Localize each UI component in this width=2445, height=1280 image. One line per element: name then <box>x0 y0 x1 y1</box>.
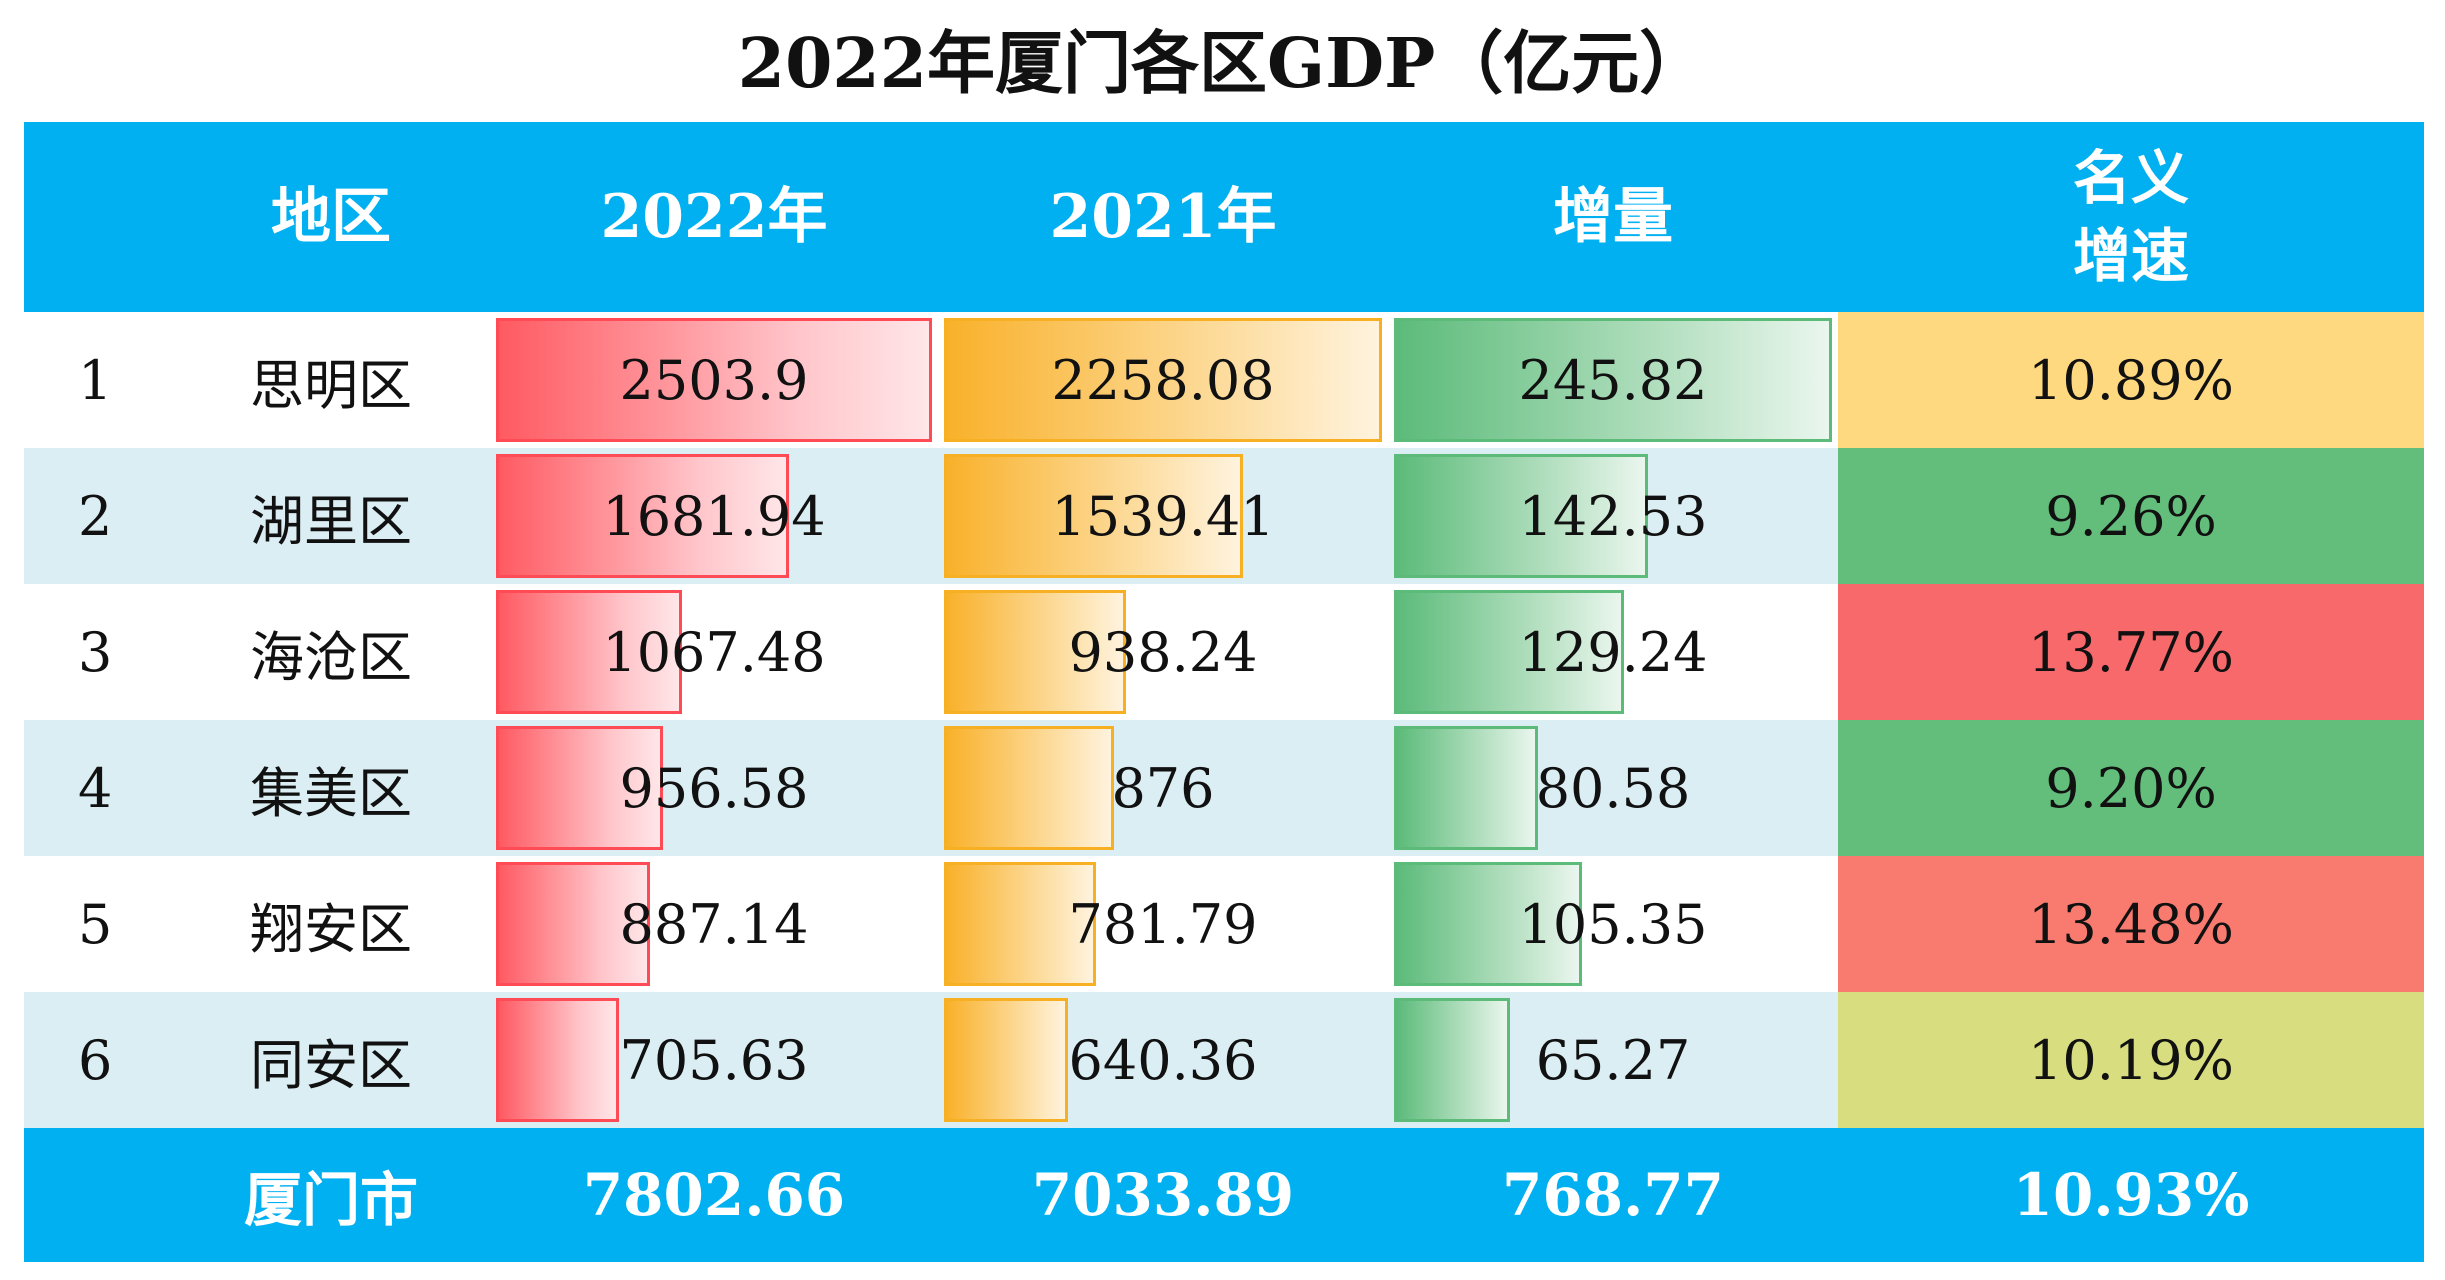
growth-rate: 10.19% <box>1838 992 2424 1128</box>
header-index <box>24 122 172 312</box>
gdp-increase-cell: 80.58 <box>1388 720 1838 856</box>
total-row: 厦门市 7802.66 7033.89 768.77 10.93% <box>24 1128 2424 1262</box>
gdp-2022-cell: 887.14 <box>490 856 938 992</box>
gdp-2022-value: 1681.94 <box>602 484 826 548</box>
gdp-increase-bar <box>1394 454 1648 578</box>
gdp-2022-value: 956.58 <box>619 756 809 820</box>
total-region: 厦门市 <box>243 1166 418 1234</box>
gdp-2022-value: 705.63 <box>619 1028 809 1092</box>
table-row: 4 集美区 956.58 876 80.58 9.20% <box>24 720 2424 856</box>
row-region: 湖里区 <box>250 489 412 553</box>
gdp-increase-cell: 245.82 <box>1388 312 1838 448</box>
gdp-increase-bar <box>1394 998 1511 1122</box>
gdp-increase-bar <box>1394 862 1582 986</box>
gdp-increase-cell: 142.53 <box>1388 448 1838 584</box>
gdp-2021-cell: 2258.08 <box>938 312 1388 448</box>
gdp-increase-value: 80.58 <box>1535 756 1691 820</box>
row-region: 海沧区 <box>250 625 412 689</box>
gdp-2022-bar <box>496 590 682 714</box>
row-index: 5 <box>78 892 113 956</box>
gdp-2022-cell: 1681.94 <box>490 448 938 584</box>
gdp-2022-bar <box>496 998 619 1122</box>
gdp-2021-bar <box>944 318 1382 442</box>
gdp-2021-bar <box>944 590 1126 714</box>
gdp-2022-cell: 2503.9 <box>490 312 938 448</box>
gdp-increase-value: 65.27 <box>1535 1028 1691 1092</box>
total-2021: 7033.89 <box>1031 1161 1295 1229</box>
header-increase: 增量 <box>1553 182 1673 252</box>
gdp-2021-value: 1539.41 <box>1051 484 1275 548</box>
total-rate: 10.93% <box>2012 1161 2250 1229</box>
gdp-2021-value: 876 <box>1111 756 1215 820</box>
gdp-2021-bar <box>944 726 1114 850</box>
gdp-2021-value: 938.24 <box>1068 620 1258 684</box>
gdp-increase-cell: 105.35 <box>1388 856 1838 992</box>
row-index: 1 <box>78 348 113 412</box>
header-2022: 2022年 <box>600 182 828 252</box>
gdp-2022-bar <box>496 862 651 986</box>
growth-rate: 9.26% <box>1838 448 2424 584</box>
chart-title: 2022年厦门各区GDP（亿元） <box>737 24 1708 104</box>
gdp-2021-cell: 781.79 <box>938 856 1388 992</box>
header-rate: 名义 增速 <box>1838 122 2424 312</box>
row-region: 集美区 <box>250 761 412 825</box>
gdp-2021-cell: 640.36 <box>938 992 1388 1128</box>
gdp-increase-bar <box>1394 318 1832 442</box>
gdp-2022-value: 887.14 <box>619 892 809 956</box>
gdp-increase-bar <box>1394 590 1625 714</box>
gdp-2021-bar <box>944 998 1069 1122</box>
table-row: 5 翔安区 887.14 781.79 105.35 13.48% <box>24 856 2424 992</box>
gdp-2022-cell: 956.58 <box>490 720 938 856</box>
row-region: 同安区 <box>250 1033 412 1097</box>
row-index: 4 <box>78 756 113 820</box>
table-row: 1 思明区 2503.9 2258.08 245.82 10.89% <box>24 312 2424 448</box>
gdp-2022-bar <box>496 726 663 850</box>
row-index: 3 <box>78 620 113 684</box>
total-increase: 768.77 <box>1502 1161 1724 1229</box>
gdp-2022-cell: 1067.48 <box>490 584 938 720</box>
header-rate-line2: 增速 <box>2072 222 2189 290</box>
gdp-increase-bar <box>1394 726 1538 850</box>
gdp-2022-cell: 705.63 <box>490 992 938 1128</box>
growth-rate: 13.48% <box>1838 856 2424 992</box>
gdp-increase-value: 129.24 <box>1518 620 1708 684</box>
gdp-2022-value: 1067.48 <box>602 620 826 684</box>
row-region: 思明区 <box>250 353 412 417</box>
table-row: 6 同安区 705.63 640.36 65.27 10.19% <box>24 992 2424 1128</box>
gdp-2021-value: 781.79 <box>1068 892 1258 956</box>
header-rate-line1: 名义 <box>2072 144 2189 212</box>
gdp-2021-cell: 876 <box>938 720 1388 856</box>
total-index <box>24 1128 172 1262</box>
row-index: 6 <box>78 1028 113 1092</box>
gdp-increase-value: 105.35 <box>1518 892 1708 956</box>
gdp-2021-bar <box>944 454 1243 578</box>
gdp-increase-value: 245.82 <box>1518 348 1708 412</box>
gdp-increase-cell: 65.27 <box>1388 992 1838 1128</box>
header-region: 地区 <box>271 182 391 252</box>
table-row: 3 海沧区 1067.48 938.24 129.24 13.77% <box>24 584 2424 720</box>
table-row: 2 湖里区 1681.94 1539.41 142.53 9.26% <box>24 448 2424 584</box>
row-index: 2 <box>78 484 113 548</box>
gdp-2022-bar <box>496 318 932 442</box>
gdp-2021-bar <box>944 862 1096 986</box>
growth-rate: 10.89% <box>1838 312 2424 448</box>
gdp-2022-value: 2503.9 <box>619 348 809 412</box>
total-2022: 7802.66 <box>582 1161 846 1229</box>
header-row: 地区 2022年 2021年 增量 名义 增速 <box>24 122 2424 312</box>
gdp-2021-cell: 1539.41 <box>938 448 1388 584</box>
header-2021: 2021年 <box>1049 182 1277 252</box>
gdp-2021-value: 640.36 <box>1068 1028 1258 1092</box>
row-region: 翔安区 <box>250 897 412 961</box>
gdp-2022-bar <box>496 454 789 578</box>
gdp-2021-value: 2258.08 <box>1051 348 1275 412</box>
gdp-increase-value: 142.53 <box>1518 484 1708 548</box>
gdp-2021-cell: 938.24 <box>938 584 1388 720</box>
growth-rate: 9.20% <box>1838 720 2424 856</box>
gdp-increase-cell: 129.24 <box>1388 584 1838 720</box>
growth-rate: 13.77% <box>1838 584 2424 720</box>
